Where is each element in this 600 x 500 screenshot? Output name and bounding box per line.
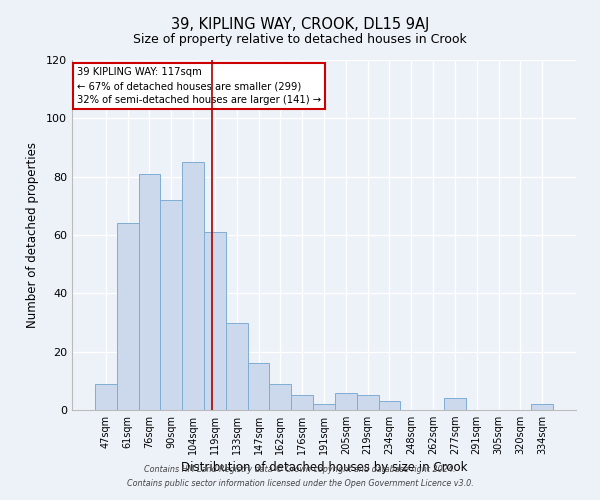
Bar (160, 200, 182, 410)
Y-axis label: Number of detached properties: Number of detached properties (26, 142, 39, 328)
Text: Size of property relative to detached houses in Crook: Size of property relative to detached ho… (133, 32, 467, 46)
Bar (335, 392, 357, 410)
X-axis label: Distribution of detached houses by size in Crook: Distribution of detached houses by size … (181, 462, 467, 474)
Bar (531, 404, 553, 410)
Text: 39, KIPLING WAY, CROOK, DL15 9AJ: 39, KIPLING WAY, CROOK, DL15 9AJ (171, 18, 429, 32)
Bar (444, 398, 466, 410)
Bar (269, 384, 291, 410)
Bar (357, 396, 379, 410)
Bar (204, 232, 226, 410)
Bar (95, 384, 117, 410)
Bar (291, 396, 313, 410)
Bar (226, 322, 248, 410)
Bar (139, 174, 160, 410)
Bar (379, 401, 400, 410)
Bar (248, 364, 269, 410)
Bar (313, 404, 335, 410)
Text: Contains HM Land Registry data © Crown copyright and database right 2024.
Contai: Contains HM Land Registry data © Crown c… (127, 466, 473, 487)
Bar (117, 224, 139, 410)
Text: 39 KIPLING WAY: 117sqm
← 67% of detached houses are smaller (299)
32% of semi-de: 39 KIPLING WAY: 117sqm ← 67% of detached… (77, 67, 321, 105)
Bar (182, 162, 204, 410)
